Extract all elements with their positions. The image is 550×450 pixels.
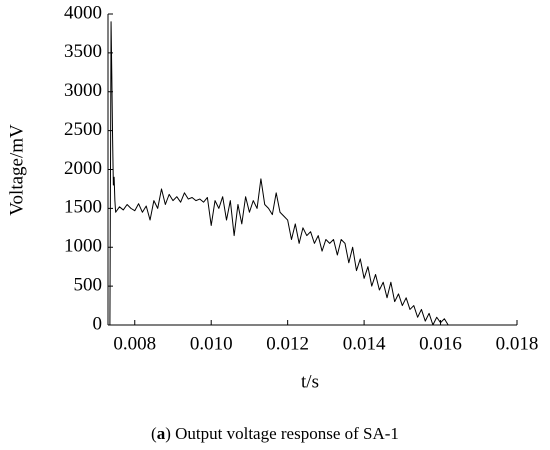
x-tick-label: 0.018 [496,333,539,354]
x-tick-label: 0.010 [190,333,233,354]
y-tick-label: 500 [74,274,103,295]
y-tick-label: 4000 [64,2,102,23]
caption-label: a [157,424,166,443]
x-axis-label: t/s [301,371,319,392]
y-axis-label: Voltage/mV [6,124,27,216]
y-tick-label: 2500 [64,119,102,140]
y-tick-label: 0 [93,313,103,334]
x-tick-label: 0.016 [419,333,462,354]
x-tick-label: 0.008 [113,333,156,354]
caption-part: ( [151,424,157,443]
y-tick-label: 3000 [64,80,102,101]
caption: (a) Output voltage response of SA-1 [151,424,399,443]
y-tick-label: 2000 [64,158,102,179]
data-line [109,21,449,326]
x-tick-label: 0.014 [343,333,386,354]
y-tick-label: 3500 [64,41,102,62]
caption-part: ) Output voltage response of SA-1 [165,424,399,443]
y-tick-label: 1500 [64,197,102,218]
x-tick-label: 0.012 [266,333,309,354]
y-tick-label: 1000 [64,236,102,257]
